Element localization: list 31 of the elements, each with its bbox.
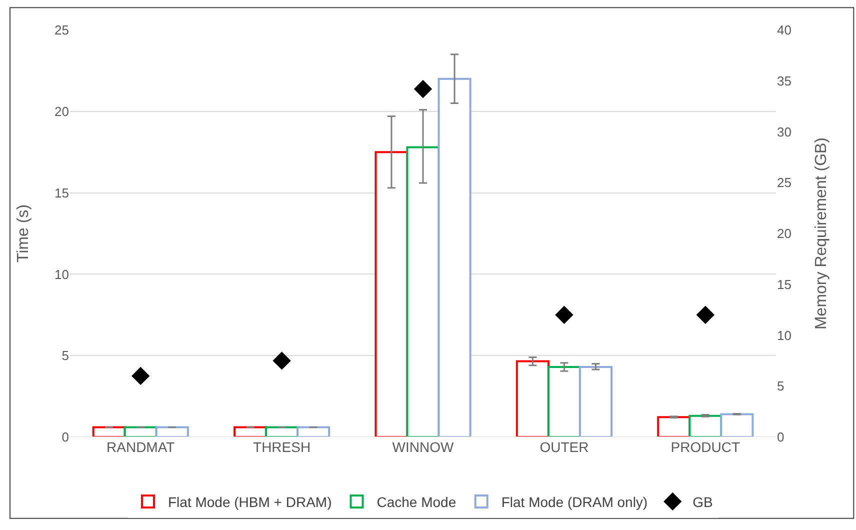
y2-tick-label: 35 xyxy=(777,73,792,88)
x-tick-label: RANDMAT xyxy=(106,439,176,455)
y2-tick-label: 40 xyxy=(777,22,792,38)
y-axis-title: Time (s) xyxy=(15,204,32,263)
y2-tick-label: 30 xyxy=(777,124,792,140)
y-tick-label: 5 xyxy=(62,348,69,364)
y2-tick-label: 25 xyxy=(777,175,792,190)
legend-label: Flat Mode (DRAM only) xyxy=(501,494,648,510)
y2-axis-title: Memory Requirement (GB) xyxy=(813,137,830,330)
y2-tick-label: 0 xyxy=(777,430,784,445)
point xyxy=(414,80,432,98)
legend-label: Cache Mode xyxy=(376,494,456,510)
y-tick-label: 0 xyxy=(62,430,69,445)
x-tick-label: THRESH xyxy=(253,439,311,455)
y2-tick-label: 10 xyxy=(777,328,792,343)
point xyxy=(696,306,714,324)
point xyxy=(272,352,291,370)
y-tick-label: 10 xyxy=(54,266,69,282)
legend-label: GB xyxy=(692,494,713,510)
y-tick-label: 15 xyxy=(54,185,69,200)
y2-tick-label: 5 xyxy=(777,378,784,394)
point xyxy=(555,306,574,324)
x-tick-label: PRODUCT xyxy=(670,439,740,455)
y-tick-label: 25 xyxy=(54,22,69,38)
y2-tick-label: 15 xyxy=(777,276,792,292)
x-tick-label: OUTER xyxy=(540,439,589,455)
legend-label: Flat Mode (HBM + DRAM) xyxy=(168,494,332,510)
y-tick-label: 20 xyxy=(54,104,69,119)
point xyxy=(132,366,150,386)
x-tick-label: WINNOW xyxy=(392,439,454,455)
y2-tick-label: 20 xyxy=(777,226,792,242)
